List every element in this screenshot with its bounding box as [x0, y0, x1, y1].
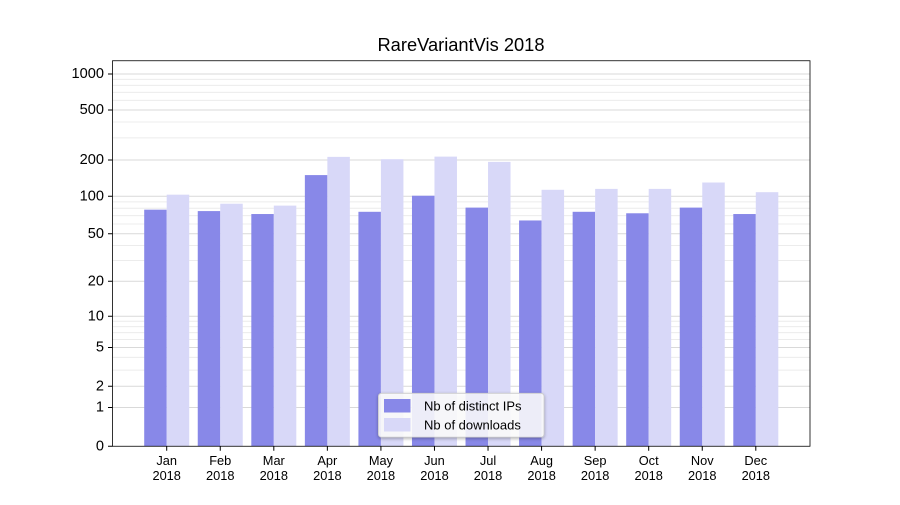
svg-text:2018: 2018	[260, 468, 288, 483]
svg-text:1000: 1000	[72, 66, 104, 82]
svg-text:10: 10	[88, 308, 104, 324]
svg-text:2018: 2018	[527, 468, 555, 483]
svg-text:Jan: Jan	[156, 453, 177, 468]
svg-text:Apr: Apr	[317, 453, 338, 468]
svg-text:2018: 2018	[420, 468, 448, 483]
svg-text:Jul: Jul	[480, 453, 496, 468]
svg-text:Nov: Nov	[691, 453, 714, 468]
svg-text:2018: 2018	[367, 468, 395, 483]
svg-text:5: 5	[96, 340, 104, 356]
svg-text:2018: 2018	[206, 468, 234, 483]
svg-text:200: 200	[80, 152, 104, 168]
svg-text:20: 20	[88, 273, 104, 289]
svg-text:Dec: Dec	[744, 453, 767, 468]
svg-text:2: 2	[96, 378, 104, 394]
svg-text:100: 100	[80, 188, 104, 204]
svg-text:0: 0	[96, 438, 104, 454]
svg-text:50: 50	[88, 226, 104, 242]
svg-text:Feb: Feb	[209, 453, 231, 468]
svg-text:2018: 2018	[742, 468, 770, 483]
svg-text:2018: 2018	[581, 468, 609, 483]
svg-text:Nb of downloads: Nb of downloads	[424, 417, 521, 432]
svg-text:2018: 2018	[688, 468, 716, 483]
svg-text:2018: 2018	[634, 468, 662, 483]
svg-text:RareVariantVis 2018: RareVariantVis 2018	[377, 34, 544, 55]
svg-text:May: May	[369, 453, 394, 468]
svg-text:Mar: Mar	[263, 453, 286, 468]
svg-text:Nb of distinct IPs: Nb of distinct IPs	[424, 398, 522, 413]
svg-text:500: 500	[80, 102, 104, 118]
svg-text:Jun: Jun	[424, 453, 445, 468]
svg-text:2018: 2018	[152, 468, 180, 483]
svg-text:Aug: Aug	[530, 453, 553, 468]
svg-text:2018: 2018	[474, 468, 502, 483]
svg-text:Sep: Sep	[584, 453, 607, 468]
svg-text:Oct: Oct	[639, 453, 659, 468]
svg-text:2018: 2018	[313, 468, 341, 483]
svg-text:1: 1	[96, 400, 104, 416]
